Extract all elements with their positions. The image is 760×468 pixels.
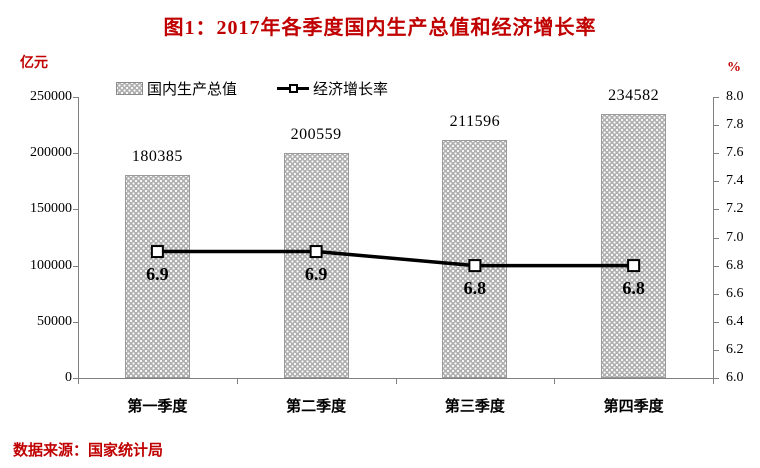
gdp-value-label: 200559 — [290, 125, 342, 143]
x-axis-tick — [395, 379, 397, 384]
right-axis-tick — [714, 97, 719, 98]
right-axis-tick-label: 7.0 — [726, 229, 744, 245]
legend-item-growth: 经济增长率 — [277, 78, 388, 99]
x-category-label: 第一季度 — [127, 398, 188, 415]
right-axis-tick-label: 6.0 — [726, 370, 744, 385]
right-axis-tick — [714, 237, 719, 239]
gdp-bar — [283, 152, 349, 378]
right-axis-tick — [714, 181, 719, 183]
gdp-bar-swatch-icon — [116, 82, 143, 95]
right-axis-tick — [714, 125, 719, 127]
x-axis-tick — [78, 379, 79, 384]
right-axis-tick-label: 7.8 — [726, 117, 744, 133]
gdp-bar — [442, 140, 508, 378]
left-axis-tick — [73, 321, 78, 323]
right-axis-tick-label: 6.4 — [726, 313, 744, 329]
right-axis-tick-label: 6.8 — [726, 257, 744, 273]
right-axis-tick-label: 7.2 — [726, 201, 744, 217]
chart-legend: 国内生产总值 经济增长率 — [116, 78, 388, 99]
left-axis-tick-label: 0 — [65, 370, 72, 385]
gdp-bar — [601, 114, 667, 378]
left-axis-tick-label: 50000 — [37, 313, 72, 329]
gdp-value-label: 234582 — [608, 87, 660, 105]
x-category-label: 第二季度 — [286, 398, 347, 415]
left-axis-tick-label: 200000 — [30, 145, 72, 161]
growth-point-marker — [627, 259, 641, 273]
right-axis-tick — [714, 153, 719, 155]
gdp-bar — [124, 175, 190, 378]
line-marker-icon — [288, 84, 298, 93]
right-axis-tick — [714, 265, 719, 267]
left-axis-tick — [73, 265, 78, 267]
right-axis-line — [713, 97, 714, 378]
right-axis-tick — [714, 378, 719, 379]
x-axis-tick — [713, 379, 714, 384]
gdp-value-label: 180385 — [131, 148, 183, 166]
left-axis-tick-label: 100000 — [30, 257, 72, 273]
left-axis-tick-label: 150000 — [30, 201, 72, 217]
right-axis-tick — [714, 293, 719, 295]
growth-line-swatch-icon — [277, 82, 310, 95]
growth-value-label: 6.9 — [304, 263, 328, 284]
growth-point-marker — [468, 259, 482, 273]
x-axis-tick — [236, 379, 238, 384]
growth-value-label: 6.8 — [463, 277, 487, 298]
x-category-label: 第三季度 — [444, 398, 505, 415]
left-axis-unit-label: 亿元 — [20, 56, 48, 71]
gdp-value-label: 211596 — [449, 113, 501, 131]
right-axis-tick — [714, 209, 719, 211]
left-axis-tick — [73, 153, 78, 155]
x-axis-line — [73, 378, 719, 379]
x-axis-tick — [554, 379, 556, 384]
left-axis-tick — [73, 209, 78, 211]
growth-value-label: 6.8 — [622, 277, 645, 298]
x-category-label: 第四季度 — [603, 398, 664, 415]
growth-point-marker — [309, 245, 323, 259]
growth-value-label: 6.9 — [146, 263, 169, 284]
left-axis-tick-label: 250000 — [30, 89, 72, 104]
right-axis-tick-label: 7.6 — [726, 145, 744, 161]
data-source: 数据来源：国家统计局 — [13, 442, 164, 459]
right-axis-tick-label: 6.6 — [726, 285, 744, 301]
left-axis-tick — [73, 378, 78, 379]
right-axis-tick — [714, 321, 719, 323]
right-axis-tick-label: 7.4 — [726, 173, 744, 189]
growth-point-marker — [150, 245, 164, 259]
chart-title: 图1：2017年各季度国内生产总值和经济增长率 — [163, 17, 597, 39]
right-axis-tick — [714, 349, 719, 351]
legend-label-gdp: 国内生产总值 — [147, 82, 238, 98]
right-axis-tick-label: 6.2 — [726, 341, 744, 357]
left-axis-line — [78, 97, 79, 378]
right-axis-unit-label: % — [727, 60, 741, 75]
left-axis-tick — [73, 97, 78, 98]
legend-item-gdp: 国内生产总值 — [116, 78, 237, 99]
legend-label-growth: 经济增长率 — [313, 82, 389, 98]
right-axis-tick-label: 8.0 — [726, 89, 744, 104]
